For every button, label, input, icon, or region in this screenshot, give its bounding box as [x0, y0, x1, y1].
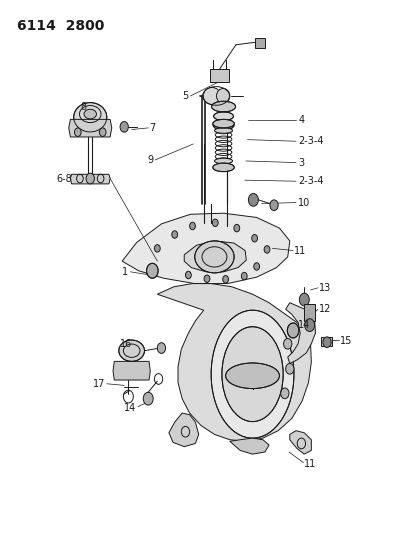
Text: 11: 11 [304, 459, 316, 469]
Circle shape [285, 364, 293, 374]
Text: 14: 14 [124, 403, 136, 413]
Ellipse shape [216, 88, 229, 103]
Circle shape [143, 392, 153, 405]
Circle shape [248, 193, 258, 206]
Ellipse shape [211, 101, 235, 112]
Circle shape [171, 231, 177, 238]
Ellipse shape [213, 120, 233, 130]
Ellipse shape [84, 109, 96, 119]
FancyBboxPatch shape [210, 69, 228, 82]
Circle shape [280, 388, 288, 399]
Circle shape [269, 200, 278, 211]
Circle shape [233, 224, 239, 232]
Polygon shape [122, 213, 289, 284]
Circle shape [74, 128, 81, 136]
Ellipse shape [213, 112, 233, 120]
Circle shape [99, 128, 106, 136]
Circle shape [212, 219, 218, 227]
Text: 2-3-4: 2-3-4 [297, 176, 323, 186]
Text: 12: 12 [318, 304, 330, 314]
Polygon shape [229, 438, 268, 454]
Ellipse shape [212, 163, 234, 172]
Ellipse shape [214, 128, 232, 133]
Circle shape [222, 276, 228, 283]
Ellipse shape [195, 241, 234, 273]
Text: 4: 4 [297, 115, 304, 125]
FancyBboxPatch shape [320, 337, 332, 346]
FancyBboxPatch shape [254, 38, 264, 48]
Text: 6114  2800: 6114 2800 [17, 19, 104, 33]
Polygon shape [70, 174, 110, 184]
Ellipse shape [212, 119, 234, 128]
Text: 7: 7 [149, 123, 155, 133]
Polygon shape [169, 413, 198, 447]
Circle shape [253, 263, 259, 270]
Text: 11: 11 [293, 246, 306, 255]
Polygon shape [157, 284, 311, 441]
Polygon shape [113, 361, 150, 380]
Circle shape [154, 245, 160, 252]
Circle shape [189, 222, 195, 230]
Ellipse shape [214, 158, 232, 164]
Circle shape [304, 319, 314, 332]
Circle shape [157, 343, 165, 353]
Text: 2-3-4: 2-3-4 [297, 136, 323, 146]
Circle shape [86, 173, 94, 184]
Ellipse shape [225, 363, 279, 389]
Circle shape [185, 271, 191, 279]
Circle shape [263, 246, 269, 253]
Text: 13: 13 [318, 283, 330, 293]
Text: 3: 3 [297, 158, 304, 167]
Ellipse shape [221, 327, 282, 422]
Polygon shape [285, 303, 315, 364]
Polygon shape [69, 119, 112, 137]
Ellipse shape [203, 87, 220, 104]
Text: 17: 17 [93, 379, 105, 389]
Circle shape [283, 338, 291, 349]
Text: 10: 10 [297, 198, 310, 207]
Circle shape [241, 272, 247, 280]
Polygon shape [289, 431, 311, 454]
Ellipse shape [74, 102, 107, 132]
Ellipse shape [119, 340, 144, 361]
Text: 8: 8 [81, 102, 87, 111]
FancyBboxPatch shape [304, 304, 314, 321]
Text: 6-8: 6-8 [57, 174, 72, 183]
Circle shape [120, 122, 128, 132]
Circle shape [322, 337, 330, 348]
Circle shape [287, 323, 298, 338]
Circle shape [204, 275, 209, 282]
Text: 14: 14 [297, 320, 310, 330]
Text: 16: 16 [120, 339, 132, 349]
Text: 5: 5 [182, 91, 188, 101]
Ellipse shape [211, 310, 293, 438]
Text: 15: 15 [339, 336, 351, 346]
Circle shape [146, 263, 158, 278]
Text: 1: 1 [122, 267, 128, 277]
Circle shape [299, 293, 309, 306]
Text: 9: 9 [147, 155, 153, 165]
Circle shape [251, 235, 257, 242]
Polygon shape [184, 241, 246, 272]
